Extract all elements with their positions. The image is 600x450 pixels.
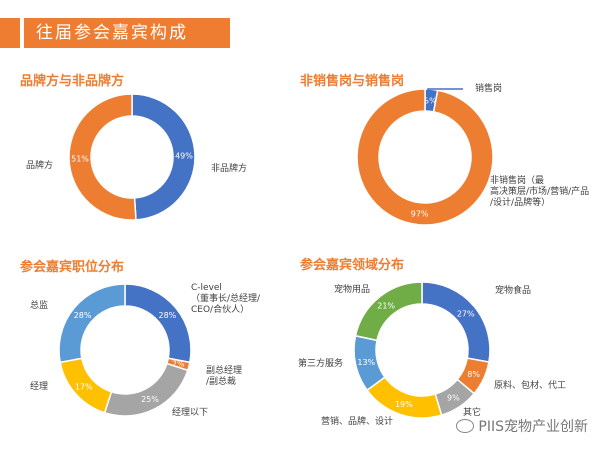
- slice-3-0: [421, 281, 491, 363]
- value-label-0-1: 51%: [71, 155, 89, 164]
- category-label-1-0: 销售岗: [475, 82, 502, 94]
- slice-3-3: [366, 376, 443, 419]
- chart-title-sales: 非销售岗与销售岗: [300, 74, 405, 89]
- slice-1-1: [356, 88, 494, 226]
- category-label-2-3: 经理: [30, 380, 48, 392]
- slice-2-0: [124, 283, 192, 364]
- value-label-0-0: 49%: [175, 151, 193, 160]
- category-label-1-1: 非销售岗（最高决策层/市场/营销/产品/设计/品牌等）: [490, 174, 589, 208]
- slice-2-4: [58, 283, 126, 364]
- watermark-text: PIIS宠物产业创新: [478, 419, 588, 435]
- category-label-0-0: 非品牌方: [211, 162, 247, 174]
- slice-0-0: [131, 93, 196, 221]
- category-label-3-3: 营销、品牌、设计: [321, 415, 393, 427]
- category-label-0-1: 品牌方: [26, 159, 53, 171]
- category-label-2-4: 总监: [30, 299, 48, 311]
- value-label-3-0: 27%: [457, 309, 475, 318]
- category-label-3-1: 原料、包材、代工: [494, 379, 566, 391]
- watermark: PIIS宠物产业创新: [456, 416, 588, 436]
- slice-0-1: [68, 93, 137, 221]
- category-label-2-0: C-level （董事长/总经理/CEO/合伙人）: [191, 283, 261, 315]
- leader-line-1: [427, 88, 463, 100]
- banner-accent: [0, 18, 20, 48]
- category-label-3-0: 宠物食品: [495, 284, 531, 296]
- category-label-3-4: 第三方服务: [298, 357, 343, 369]
- category-label-2-1: 副总经理/副总裁: [206, 364, 242, 387]
- category-label-3-2: 其它: [463, 406, 481, 418]
- value-label-2-2: 25%: [141, 395, 159, 404]
- value-label-3-5: 21%: [377, 302, 395, 311]
- value-label-1-0: 3%: [424, 96, 437, 105]
- value-label-3-2: 9%: [447, 394, 460, 403]
- wechat-icon: [456, 419, 475, 433]
- value-label-1-1: 97%: [411, 210, 429, 219]
- category-label-3-5: 宠物用品: [334, 283, 370, 295]
- page-title: 往届参会嘉宾构成: [24, 18, 230, 48]
- value-label-3-4: 13%: [357, 358, 375, 367]
- chart-title-position: 参会嘉宾职位分布: [20, 260, 125, 275]
- value-label-2-3: 17%: [75, 382, 93, 391]
- slice-3-5: [354, 281, 423, 342]
- chart-title-brand: 品牌方与非品牌方: [20, 74, 125, 89]
- value-label-3-3: 19%: [395, 400, 413, 409]
- value-label-2-1: 2%: [172, 360, 185, 369]
- value-label-2-4: 28%: [74, 311, 92, 320]
- category-label-2-2: 经理以下: [172, 406, 208, 418]
- value-label-2-0: 28%: [158, 311, 176, 320]
- value-label-3-1: 8%: [467, 370, 480, 379]
- chart-title-domain: 参会嘉宾领域分布: [300, 258, 405, 273]
